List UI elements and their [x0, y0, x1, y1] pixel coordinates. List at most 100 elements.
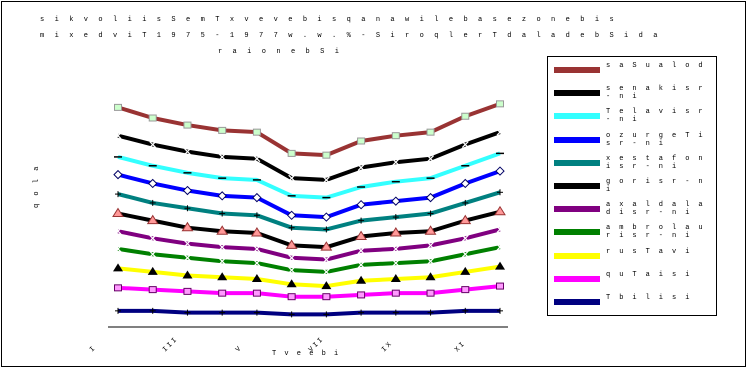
data-point — [426, 289, 435, 297]
data-point — [461, 250, 469, 258]
data-point — [358, 309, 365, 316]
data-point — [253, 309, 260, 316]
chart-title-line-3: r a i o n e b S i — [217, 48, 343, 56]
data-point — [253, 245, 261, 253]
data-point — [253, 259, 261, 267]
data-point — [461, 234, 469, 242]
data-point — [114, 132, 122, 140]
data-point — [389, 227, 402, 237]
series-line — [117, 284, 501, 299]
data-point — [184, 205, 191, 212]
data-point — [286, 279, 297, 288]
data-point — [425, 192, 436, 203]
legend-item: T b i l i s i — [554, 294, 716, 309]
legend-item: s a S u a l o d — [554, 62, 716, 77]
data-point — [460, 266, 471, 275]
data-point — [252, 128, 261, 136]
legend-swatch — [554, 113, 600, 120]
data-point — [251, 274, 262, 282]
data-point — [218, 289, 227, 297]
y-axis-label: q o l a — [33, 164, 41, 208]
data-point — [495, 261, 505, 270]
data-point — [288, 311, 295, 318]
legend-swatch — [554, 299, 600, 305]
data-point — [358, 217, 365, 224]
data-point — [461, 286, 470, 294]
data-point — [184, 309, 191, 316]
legend-swatch — [554, 90, 600, 97]
legend-label: q u T a i s i — [606, 270, 692, 279]
data-point — [219, 210, 226, 217]
data-point — [288, 174, 296, 182]
data-point — [392, 158, 400, 166]
data-point — [217, 191, 227, 201]
series-line — [118, 308, 500, 317]
data-point — [357, 261, 365, 269]
data-point — [391, 196, 401, 206]
data-point — [322, 151, 331, 159]
data-point — [461, 112, 470, 120]
data-point — [357, 164, 365, 171]
series-line — [117, 101, 501, 158]
data-point — [427, 155, 434, 163]
data-point — [287, 293, 296, 301]
data-point — [427, 309, 434, 316]
legend-swatch — [554, 252, 600, 259]
data-point — [323, 226, 330, 233]
data-point — [149, 199, 156, 206]
data-point — [113, 169, 123, 180]
data-point — [218, 126, 227, 134]
data-point — [146, 214, 159, 225]
data-point — [114, 284, 122, 292]
data-point — [148, 286, 157, 294]
data-point — [459, 214, 472, 225]
data-point — [426, 128, 435, 136]
legend-item: a x a l d a l a d i s r - n i — [554, 201, 716, 217]
data-point — [495, 166, 505, 176]
data-point — [149, 234, 157, 242]
data-point — [392, 245, 400, 253]
legend-item: g o r i s r - n i — [554, 178, 716, 194]
data-point — [218, 243, 226, 251]
legend-swatch — [554, 159, 600, 166]
data-point — [217, 272, 228, 281]
legend-swatch — [554, 206, 600, 213]
legend-label: r u s T a v i — [606, 247, 692, 256]
series-line — [117, 264, 501, 289]
data-point — [392, 309, 399, 316]
legend-swatch — [554, 275, 600, 282]
series-line — [117, 227, 501, 262]
legend-item: T e l a v i s r - n i — [554, 108, 716, 125]
data-point — [286, 210, 297, 221]
data-point — [460, 178, 470, 189]
series-line — [117, 245, 501, 274]
data-point — [113, 263, 123, 272]
legend-swatch — [554, 67, 600, 73]
legend-label: g o r i s r - n i — [606, 178, 706, 194]
legend-label: T b i l i s i — [606, 294, 692, 302]
legend-label: s a S u a l o d — [606, 62, 706, 70]
data-point — [183, 121, 192, 129]
data-point — [253, 155, 261, 163]
data-point — [427, 241, 434, 249]
x-tick-label: V — [234, 344, 244, 354]
series-line — [117, 209, 501, 250]
data-point — [216, 225, 229, 235]
data-point — [322, 268, 330, 276]
data-point — [148, 178, 158, 189]
legend-item: o z u r g e T i s r - n i — [554, 132, 716, 148]
data-point — [288, 224, 295, 231]
data-point — [357, 247, 365, 255]
data-point — [462, 307, 469, 314]
data-point — [184, 254, 191, 262]
data-point — [427, 257, 434, 265]
data-point — [496, 226, 504, 233]
data-point — [149, 141, 157, 148]
chart-title-line-2: m i x e d v i T 1 9 7 5 - 1 9 7 7 w . w … — [40, 32, 661, 40]
legend-swatch — [554, 183, 600, 189]
legend-label: T e l a v i s r - n i — [606, 108, 706, 125]
data-point — [183, 287, 192, 295]
data-point — [424, 225, 437, 235]
data-point — [252, 289, 261, 297]
data-point — [390, 274, 401, 282]
